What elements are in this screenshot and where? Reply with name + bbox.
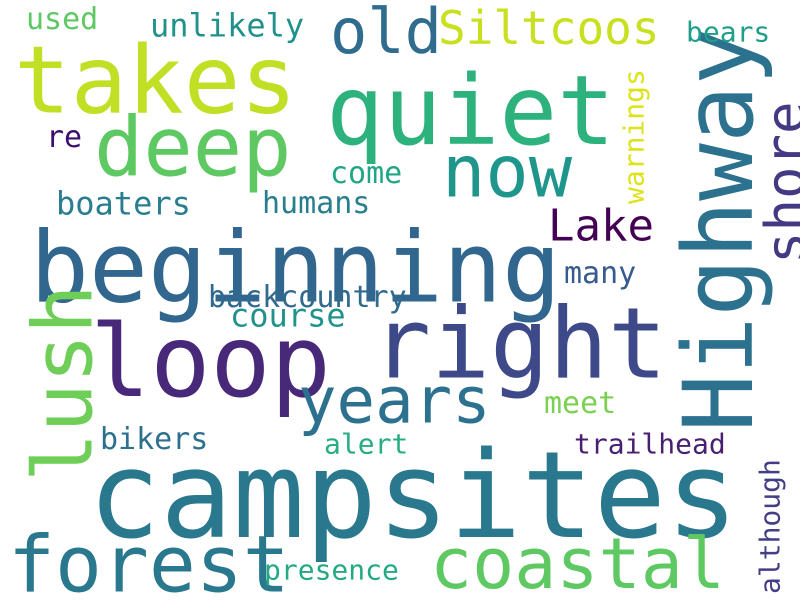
word-coastal: coastal <box>430 522 726 600</box>
word-presence: presence <box>264 553 399 587</box>
word-right: right <box>372 287 668 402</box>
word-unlikely: unlikely <box>150 6 305 45</box>
word-highway: Highway <box>663 27 776 432</box>
word-backcountry: backcountry <box>208 280 407 316</box>
word-used: used <box>26 2 99 38</box>
word-loop: loop <box>90 303 331 420</box>
word-meet: meet <box>544 386 617 422</box>
word-lush: lush <box>16 284 112 482</box>
word-deep: deep <box>94 100 292 196</box>
word-bears: bears <box>686 15 771 49</box>
word-trailhead: trailhead <box>574 427 726 461</box>
word-shore: shore <box>753 101 800 264</box>
word-forest: forest <box>8 520 290 600</box>
word-come: come <box>330 156 403 192</box>
word-warnings: warnings <box>617 69 651 204</box>
word-campsites: campsites <box>88 426 739 566</box>
word-boaters: boaters <box>56 184 191 223</box>
word-humans: humans <box>262 186 371 222</box>
word-beginning: beginning <box>30 211 562 326</box>
word-old: old <box>330 0 442 68</box>
word-quiet: quiet <box>326 55 615 168</box>
word-now: now <box>442 129 573 214</box>
word-many: many <box>564 256 637 292</box>
word-course: course <box>230 296 346 335</box>
word-years: years <box>298 364 491 439</box>
word-bikers: bikers <box>100 422 209 458</box>
word-although: although <box>753 459 787 594</box>
word-alert: alert <box>324 427 409 461</box>
word-siltcoos: Siltcoos <box>438 1 660 56</box>
word-lake: Lake <box>548 200 654 252</box>
word-takes: takes <box>14 26 297 136</box>
word-re: re <box>46 120 83 156</box>
